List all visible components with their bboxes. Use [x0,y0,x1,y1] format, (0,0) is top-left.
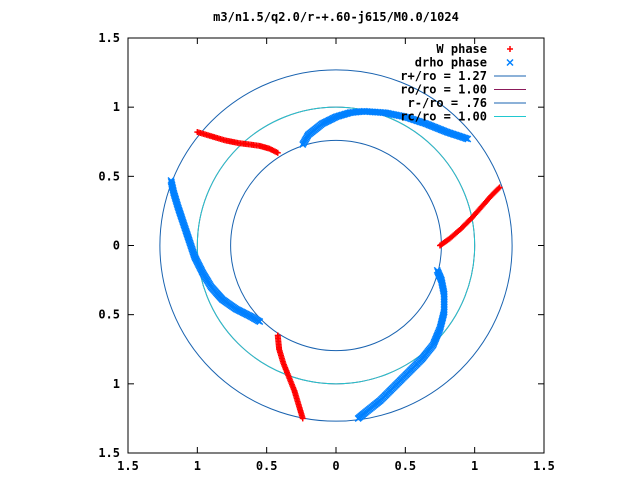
y-tick-label: 0.5 [98,169,120,183]
x-tick-label: 0.5 [256,459,278,473]
y-tick-label: 1.5 [98,446,120,460]
legend-label: r+/ro = 1.27 [400,69,487,83]
w-phase-point [496,184,503,191]
w-phase-point [274,149,281,156]
legend-label: rc/ro = 1.00 [400,110,487,124]
x-tick-label: 0.5 [394,459,416,473]
legend-label: r-/ro = .76 [408,96,487,110]
radius-circles [159,69,513,422]
y-axis-ticks: 1.5 1 0.5 0 0.5 1 1.5 [98,31,544,460]
x-tick-label: 1.5 [533,459,555,473]
drho-phase-point [464,135,472,143]
x-tick-label: 1 [194,459,201,473]
y-tick-label: 1 [113,377,120,391]
x-tick-label: 0 [332,459,339,473]
chart-title: m3/n1.5/q2.0/r-+.60-j615/M0.0/1024 [213,10,459,24]
w-phase-point [495,185,502,192]
y-tick-label: 1 [113,100,120,114]
w-phase-point [299,415,306,422]
legend-plus-swatch [507,46,513,52]
legend-label: drho phase [415,56,487,70]
y-tick-label: 0.5 [98,308,120,322]
drho-phase-point [256,318,264,326]
x-tick-label: 1 [471,459,478,473]
x-axis-ticks: 1.5 1 0.5 0 0.5 1 1.5 [117,38,555,473]
y-tick-label: 1.5 [98,31,120,45]
phase-points [167,107,503,422]
legend-label: W phase [436,42,487,56]
x-tick-label: 1.5 [117,459,139,473]
legend-cross-swatch [506,58,514,67]
y-tick-label: 0 [113,239,120,253]
legend-label: ro/ro = 1.00 [400,83,487,97]
drho-phase-point [354,414,362,422]
radius-circle [159,69,513,422]
radius-circle [196,106,476,385]
